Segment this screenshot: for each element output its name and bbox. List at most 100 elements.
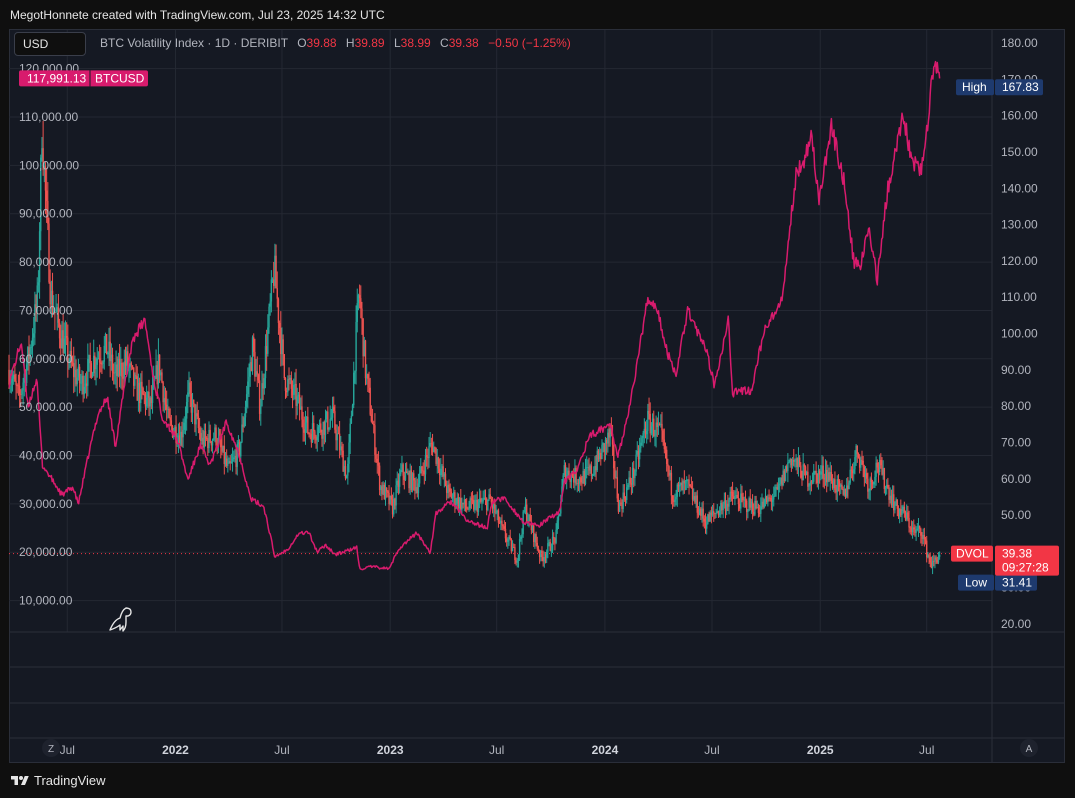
dvol-candle-body [711, 511, 714, 515]
dvol-candle-body [741, 493, 743, 498]
dvol-candle-body [781, 477, 783, 486]
dvol-candle-body [900, 508, 902, 516]
chart-frame[interactable] [9, 29, 1065, 763]
dvol-candle-body [701, 508, 703, 516]
dvol-candle-body [462, 502, 464, 505]
dvol-candle-body [283, 354, 286, 379]
dvol-candle-body [670, 472, 673, 496]
dvol-candle-body [647, 410, 649, 432]
currency-select[interactable]: USD [14, 32, 86, 56]
dvol-candle-body [65, 336, 68, 338]
dvol-candle-body [442, 466, 444, 477]
dvol-candle-body [310, 434, 313, 443]
dvol-candle-body [761, 501, 763, 507]
dvol-candle-body [447, 484, 449, 493]
dvol-candle-body [468, 508, 470, 510]
dvol-candle-body [458, 498, 461, 509]
auto-scale-button[interactable] [1020, 739, 1038, 757]
dvol-candle-body [143, 394, 146, 396]
dvol-candle-body [327, 411, 329, 430]
dvol-candle-body [30, 346, 33, 348]
dvol-candle-body [851, 470, 854, 474]
dvol-candle-body [598, 452, 601, 460]
dvol-candle-body [608, 432, 610, 438]
dvol-candle-body [573, 476, 575, 483]
dvol-series-tag [951, 545, 993, 562]
dvol-candle-body [747, 511, 749, 513]
dvol-candle-body [551, 536, 554, 551]
dvol-candle-body [138, 382, 141, 404]
dvol-candle-body [407, 473, 409, 474]
right-axis-tick-label: 180.00 [1001, 36, 1038, 50]
dvol-candle-body [428, 446, 430, 459]
footer: TradingView [0, 764, 1075, 798]
left-axis-tick-label: 20,000.00 [19, 545, 73, 559]
dvol-candle-body [795, 458, 797, 460]
dvol-candle-body [8, 369, 10, 385]
dvol-candle-body [490, 498, 493, 503]
btcusd-price-badge [19, 70, 148, 87]
dvol-candle-body [395, 485, 397, 506]
dvol-candle-body [809, 481, 811, 486]
dvol-candle-body [378, 465, 381, 491]
dvol-candle-body [117, 358, 120, 376]
dvol-candle-body [222, 445, 224, 452]
dvol-candle-body [838, 480, 841, 487]
dvol-candle-body [101, 363, 103, 365]
dvol-candle-body [460, 498, 462, 510]
dvol-candle-body [289, 377, 291, 380]
dvol-candle-body [131, 365, 134, 368]
x-axis-tick-label: Jul [919, 743, 934, 757]
dvol-candle-body [788, 462, 790, 463]
dvol-candle-body [221, 447, 223, 452]
dvol-candle-body [633, 467, 635, 479]
dvol-candle-body [411, 473, 414, 491]
dvol-candle-body [880, 460, 882, 466]
dvol-candle-body [350, 415, 353, 424]
dvol-candle-body [790, 458, 793, 466]
dvol-candle-body [271, 279, 274, 281]
dvol-candle-body [580, 477, 582, 483]
x-axis-tick-label: Jul [704, 743, 719, 757]
dvol-candle-body [256, 371, 258, 375]
dvol-candle-body [740, 493, 742, 509]
dvol-candle-body [31, 337, 34, 347]
dvol-candle-body [274, 255, 276, 286]
dvol-candle-body [443, 473, 446, 477]
tradingview-brand[interactable]: TradingView [10, 773, 106, 788]
right-axis-tick-label: 70.00 [1001, 435, 1031, 449]
dvol-candle-body [907, 512, 909, 518]
dvol-candle-body [357, 295, 360, 304]
dvol-candle-body [750, 501, 753, 508]
dvol-candle-body [353, 372, 355, 406]
chart-canvas[interactable]: 10,000.00 20,000.00 30,000.00 40,000.00 50,0… [0, 0, 1075, 764]
dvol-candle-body [284, 378, 287, 391]
dvol-candle-body [498, 522, 501, 524]
dvol-low-value-label: 31.41 [1002, 576, 1032, 590]
dvol-candle-body [831, 481, 834, 489]
dvol-candle-body [329, 418, 331, 428]
dvol-candle-body [474, 500, 476, 510]
dvol-candle-body [182, 429, 184, 438]
zoom-button[interactable] [42, 739, 60, 757]
dvol-candle-body [895, 499, 897, 506]
dvol-candle-body [629, 477, 631, 484]
dvol-candle-body [128, 366, 130, 368]
dvol-candle-body [375, 454, 377, 459]
dvol-candle-body [473, 500, 475, 510]
dvol-candle-body [175, 426, 177, 443]
dvol-candle-body [713, 511, 715, 514]
dvol-candle-body [517, 554, 520, 562]
dvol-candle-body [281, 339, 283, 355]
dvol-candle-body [684, 481, 687, 484]
dvol-candle-body [233, 457, 235, 460]
dvol-candle-body [575, 467, 577, 484]
dvol-candle-body [142, 388, 144, 395]
dvol-candle-body [793, 459, 795, 462]
dvol-candle-body [507, 539, 509, 542]
legend-open-label: O [297, 36, 307, 50]
right-axis-tick-label: 100.00 [1001, 327, 1038, 341]
dvol-candle-body [331, 406, 334, 418]
dvol-candle-body [330, 417, 333, 419]
dvol-candle-body [593, 474, 595, 476]
